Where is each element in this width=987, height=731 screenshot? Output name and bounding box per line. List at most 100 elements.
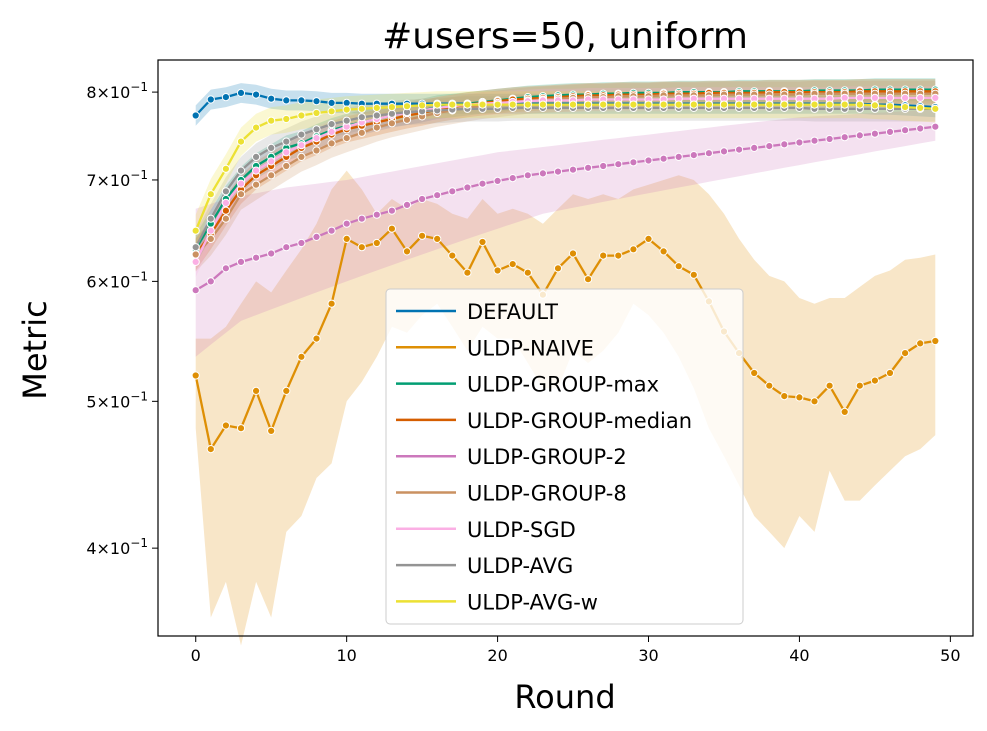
data-point	[885, 102, 895, 111]
data-point	[614, 160, 623, 169]
data-point	[282, 148, 291, 157]
x-tick-label: 40	[789, 646, 809, 665]
data-point	[357, 243, 366, 252]
data-point	[780, 100, 789, 109]
data-point	[448, 100, 457, 109]
series-markers	[191, 85, 940, 454]
data-point	[553, 264, 563, 273]
data-point	[312, 146, 321, 155]
data-point	[719, 147, 729, 156]
legend-label: ULDP-GROUP-max	[467, 373, 659, 397]
legend-label: ULDP-GROUP-median	[467, 409, 692, 433]
data-point	[236, 166, 246, 175]
legend-label: ULDP-AVG	[467, 554, 573, 578]
data-point	[267, 426, 276, 435]
data-point	[297, 238, 306, 248]
data-point	[236, 424, 246, 433]
data-point	[221, 206, 230, 215]
data-point	[267, 94, 276, 103]
data-point	[825, 381, 834, 390]
data-point	[372, 238, 381, 248]
data-point	[206, 190, 215, 199]
data-point	[297, 96, 306, 105]
data-point	[870, 101, 880, 110]
data-point	[885, 127, 895, 136]
x-tick-label: 50	[940, 646, 960, 665]
data-point	[840, 407, 849, 416]
data-point	[870, 93, 880, 103]
data-point	[901, 93, 910, 103]
data-point	[614, 251, 623, 260]
data-point	[236, 137, 246, 146]
data-point	[387, 206, 396, 215]
data-point	[689, 270, 698, 279]
data-point	[523, 100, 532, 109]
data-point	[840, 100, 849, 109]
data-point	[780, 392, 789, 401]
data-point	[312, 97, 321, 106]
data-point	[629, 158, 638, 167]
data-point	[840, 93, 849, 103]
data-point	[357, 128, 366, 137]
data-point	[387, 224, 396, 233]
data-point	[901, 103, 910, 112]
data-point	[402, 247, 412, 256]
data-point	[765, 142, 774, 151]
data-point	[704, 100, 714, 109]
data-point	[478, 237, 487, 247]
data-point	[418, 231, 427, 240]
data-point	[342, 98, 351, 108]
data-point	[342, 219, 351, 228]
data-point	[810, 100, 819, 109]
data-point	[327, 127, 336, 136]
data-point	[312, 334, 321, 343]
legend-label: ULDP-SGD	[467, 518, 576, 542]
data-point	[735, 100, 744, 109]
data-point	[206, 277, 215, 286]
data-point	[478, 100, 487, 109]
data-point	[433, 100, 442, 109]
data-point	[855, 93, 864, 103]
data-point	[810, 136, 819, 145]
data-point	[795, 138, 804, 147]
data-point	[221, 214, 230, 223]
chart-title: #users=50, uniform	[382, 16, 748, 57]
data-point	[448, 187, 457, 196]
data-point	[402, 200, 412, 209]
data-point	[191, 257, 200, 266]
confidence-band	[195, 170, 936, 646]
data-point	[252, 180, 261, 189]
data-point	[704, 149, 714, 158]
data-point	[855, 131, 864, 140]
data-point	[750, 100, 759, 109]
data-point	[327, 139, 336, 148]
data-point	[206, 234, 215, 243]
y-tick-label: 6×10−1	[86, 269, 148, 291]
data-point	[916, 339, 925, 348]
data-point	[523, 268, 532, 277]
data-point	[750, 143, 759, 152]
data-point	[916, 124, 925, 133]
data-point	[342, 134, 351, 143]
x-tick-label: 20	[487, 646, 507, 665]
x-tick-label: 10	[336, 646, 356, 665]
data-point	[538, 169, 548, 178]
data-point	[402, 115, 412, 124]
data-point	[825, 134, 834, 144]
data-point	[342, 105, 351, 114]
data-point	[629, 100, 638, 109]
data-point	[493, 266, 502, 275]
data-point	[282, 137, 291, 146]
x-axis: 0 10 20 30 40 50	[191, 636, 961, 665]
data-point	[599, 161, 608, 171]
data-point	[689, 151, 698, 160]
data-point	[282, 96, 291, 105]
y-tick-label: 4×10−1	[86, 536, 148, 558]
data-point	[885, 368, 895, 378]
data-point	[644, 234, 653, 243]
data-point	[735, 145, 744, 154]
plot-frame	[157, 59, 974, 637]
data-point	[478, 179, 487, 188]
legend-box	[385, 288, 744, 625]
data-point	[931, 104, 940, 113]
